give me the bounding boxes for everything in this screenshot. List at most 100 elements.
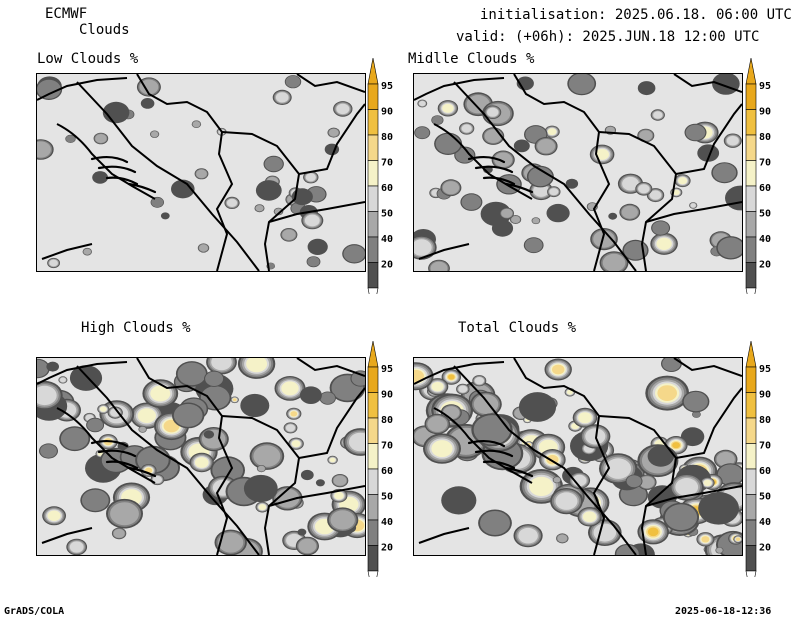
colorbar-segment	[746, 418, 756, 444]
colorbar-tick-label: 50	[759, 209, 771, 220]
cloud-cell	[100, 406, 107, 411]
cloud-cell	[701, 536, 709, 542]
colorbar-tick-label: 95	[381, 81, 393, 92]
border-line	[42, 528, 92, 543]
cloud-cell	[233, 398, 237, 401]
colorbar-over-arrow	[746, 341, 756, 367]
colorbar-segment	[746, 444, 756, 470]
cloud-cell	[138, 408, 156, 423]
cloud-field-high	[37, 358, 365, 555]
cloud-cell	[307, 257, 319, 267]
cloud-cell	[518, 528, 538, 544]
colorbar-segment	[746, 263, 756, 289]
cloud-cell	[501, 209, 512, 218]
cloud-cell	[648, 446, 674, 467]
cloud-cell	[193, 121, 200, 127]
cloud-cell	[286, 424, 295, 431]
cloud-cell	[196, 170, 207, 179]
colorbar-segment	[746, 186, 756, 212]
cloud-cell	[569, 74, 595, 94]
cloud-field-low	[37, 74, 365, 271]
cloud-cell	[110, 502, 139, 525]
cloud-cell	[60, 378, 66, 383]
cloud-cell	[95, 134, 106, 143]
cloud-cell	[533, 218, 540, 223]
cloud-cell	[436, 134, 461, 154]
cloud-cell	[70, 541, 84, 552]
cloud-cell	[684, 392, 708, 411]
valid-time-label: valid: (+06h): 2025.JUN.18 12:00 UTC	[456, 29, 759, 45]
border-line	[414, 78, 504, 100]
cloud-cell	[256, 205, 264, 211]
colorbar-segment	[746, 469, 756, 495]
cloud-cell	[82, 490, 109, 511]
cloud-cell	[292, 440, 301, 447]
colorbar-tick-label: 20	[759, 260, 771, 271]
colorbar-tick-label: 70	[381, 441, 393, 452]
colorbar-segment	[368, 393, 378, 419]
colorbar-tick-label: 90	[759, 390, 771, 401]
cloud-cell	[480, 511, 510, 535]
cloud-cell	[427, 416, 447, 432]
colorbar-segment	[368, 212, 378, 238]
colorbar-segment	[368, 84, 378, 110]
cloud-cell	[48, 511, 61, 522]
colorbar-tick-label: 40	[759, 517, 771, 528]
cloud-cell	[458, 386, 467, 393]
border-line	[299, 104, 365, 174]
cloud-cell	[336, 104, 349, 114]
cloud-cell	[320, 392, 335, 404]
colorbar-segment	[368, 186, 378, 212]
cloud-cell	[114, 529, 125, 538]
colorbar-tick-label: 95	[759, 81, 771, 92]
cloud-cell	[308, 239, 328, 255]
colorbar-bottom-right: 9590807060504020	[740, 341, 780, 577]
cloud-cell	[594, 524, 617, 542]
cloud-cell	[691, 203, 696, 207]
colorbar-tick-label: 50	[759, 492, 771, 503]
cloud-cell	[556, 492, 578, 510]
cloud-cell	[334, 475, 347, 485]
cloud-cell	[487, 108, 498, 117]
cloud-cell	[178, 363, 206, 386]
parameter-label: Clouds	[79, 22, 130, 38]
colorbar-segment	[746, 367, 756, 393]
cloud-cell	[686, 125, 706, 141]
cloud-cell	[704, 480, 712, 486]
cloud-cell	[462, 194, 482, 210]
cloud-cell	[174, 404, 203, 427]
cloud-cell	[474, 415, 511, 444]
colorbar-segment	[746, 237, 756, 263]
colorbar-segment	[368, 135, 378, 161]
cloud-cell	[282, 230, 295, 241]
cloud-cell	[61, 428, 89, 450]
cloud-cell	[151, 131, 158, 137]
cloud-cell	[49, 260, 58, 267]
panel-title-total: Total Clouds %	[458, 320, 576, 336]
colorbar-top-left: 95 90 80 70 60 50 40 20	[362, 58, 402, 294]
cloud-cell	[712, 74, 740, 95]
colorbar-over-arrow	[746, 58, 756, 84]
cloud-cell	[259, 504, 267, 510]
cloud-cell	[554, 477, 561, 482]
cloud-cell	[316, 479, 325, 486]
colorbar-under-arrow	[746, 288, 756, 294]
cloud-cell	[678, 177, 687, 184]
cloud-cell	[431, 440, 452, 457]
island-outline	[99, 167, 135, 172]
cloud-cell	[529, 477, 553, 496]
cloud-cell	[519, 392, 556, 422]
cloud-cell	[306, 173, 316, 181]
colorbar-segment	[368, 237, 378, 263]
cloud-cell	[92, 171, 108, 184]
cloud-cell	[622, 206, 638, 219]
cloud-cell	[415, 127, 429, 138]
panel-title-middle: Midlle Clouds %	[408, 51, 534, 67]
cloud-cell	[603, 254, 626, 271]
cloud-cell	[650, 190, 662, 199]
initialisation-label: initialisation: 2025.06.18. 06:00 UTC	[480, 7, 792, 23]
colorbar-segment	[746, 161, 756, 187]
colorbar-segment	[746, 393, 756, 419]
cloud-cell	[638, 184, 649, 193]
cloud-cell	[227, 199, 237, 207]
